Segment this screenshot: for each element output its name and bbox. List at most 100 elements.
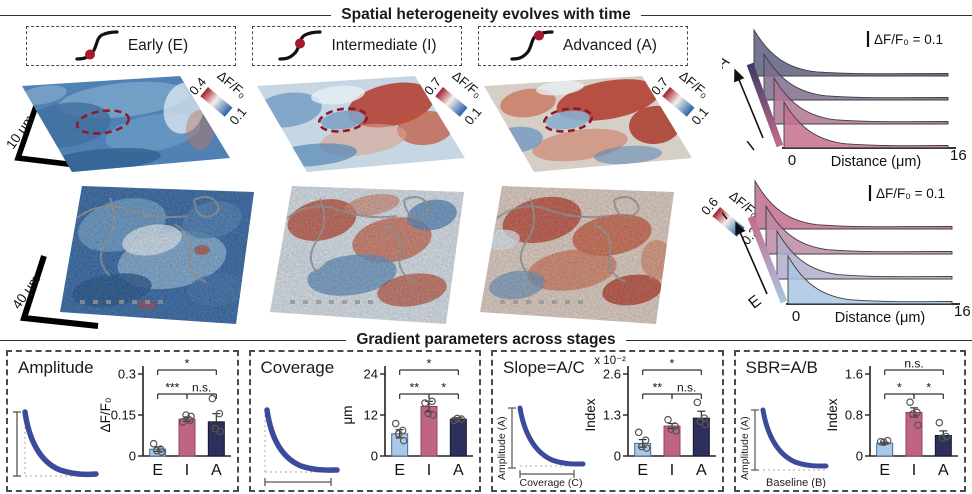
data-point — [453, 414, 462, 423]
stage-box-advanced: Advanced (A) — [478, 26, 688, 66]
data-point — [424, 409, 432, 418]
amplitude-illustration — [13, 409, 99, 478]
svg-text:I: I — [722, 207, 731, 223]
profile-curve — [765, 204, 953, 255]
divider-rule-right — [625, 339, 972, 341]
data-point — [394, 429, 403, 438]
svg-text:2.6: 2.6 — [602, 367, 620, 382]
profile-chart-advanced: A I ΔF/F₀ = 0.1 0 Distance (μm) 16 — [722, 28, 967, 170]
svg-text:E: E — [152, 462, 163, 479]
panel-coverage: Coverage 0 12 24 μm E I A ** * * — [248, 350, 481, 492]
svg-text:0: 0 — [792, 308, 800, 325]
svg-text:Index: Index — [825, 398, 840, 431]
sigmoid-intermediate-icon — [278, 30, 323, 61]
data-point — [152, 446, 160, 455]
stage-dot — [295, 38, 306, 49]
significance-label: * — [926, 381, 931, 395]
significance-label: ** — [410, 381, 420, 395]
surface-intermediate-smooth: 0.70.1ΔF/F₀ — [257, 70, 483, 172]
data-point — [879, 438, 888, 446]
data-point — [701, 420, 709, 429]
svg-text:16: 16 — [954, 303, 971, 320]
data-point — [693, 398, 701, 407]
svg-text:0: 0 — [856, 449, 863, 464]
svg-text:0: 0 — [613, 449, 620, 464]
stage-direction-arrow — [734, 68, 764, 139]
svg-text:ΔF/F₀ = 0.1: ΔF/F₀ = 0.1 — [876, 186, 945, 201]
panel-amplitude: Amplitude 0 0.15 0.3 ΔF/F₀ E I A *** n.s. * — [6, 350, 239, 492]
svg-text:x 10⁻²: x 10⁻² — [594, 355, 626, 367]
data-point — [938, 434, 947, 442]
stage-box-early: Early (E) — [26, 26, 236, 66]
data-point — [399, 436, 408, 445]
data-point — [157, 448, 165, 456]
coverage-illustration — [263, 407, 340, 486]
data-point — [666, 425, 675, 433]
data-point — [914, 421, 922, 430]
svg-text:0.15: 0.15 — [110, 408, 135, 423]
roi-dashed-ellipse — [75, 109, 131, 135]
svg-text:12: 12 — [364, 408, 378, 423]
slope-vlabel: Amplitude (A) — [496, 416, 508, 480]
stage-box-intermediate: Intermediate (I) — [252, 26, 462, 66]
significance-label: * — [441, 381, 446, 395]
bottom-section-header: Gradient parameters across stages — [0, 331, 972, 349]
svg-text:I: I — [744, 138, 758, 154]
svg-text:16: 16 — [950, 147, 967, 164]
svg-text:A: A — [695, 462, 706, 479]
stage-label-early: Early (E) — [127, 37, 189, 54]
profile-curve — [773, 76, 949, 125]
svg-text:A: A — [722, 52, 733, 72]
profile-curve — [776, 229, 953, 280]
data-point — [398, 426, 407, 435]
panel-coverage-title: Coverage — [260, 358, 335, 377]
significance-label: * — [427, 357, 432, 371]
data-point — [942, 432, 951, 441]
data-point — [178, 418, 187, 426]
data-point — [671, 426, 680, 435]
data-point — [186, 412, 195, 421]
sbr-vlabel: Amplitude (A) — [739, 416, 751, 480]
significance-label: ** — [652, 381, 662, 395]
svg-text:ΔF/F₀: ΔF/F₀ — [676, 70, 710, 101]
bar-I — [905, 411, 923, 457]
parameter-panel-row: Amplitude 0 0.15 0.3 ΔF/F₀ E I A *** n.s. * Cover… — [6, 350, 966, 492]
data-point — [663, 415, 672, 424]
panel-sbr-title: SBR=A/B — [745, 358, 818, 377]
data-point — [208, 394, 216, 403]
surface-early-rough — [60, 186, 254, 324]
svg-text:0.1: 0.1 — [226, 104, 248, 127]
sigmoid-early-icon — [75, 30, 119, 61]
stage-legend-row: Early (E) Intermediate (I) Advanced (A) — [26, 26, 688, 66]
bar-A — [449, 418, 467, 457]
data-point — [457, 415, 466, 423]
data-point — [185, 416, 194, 425]
bar-I — [663, 425, 680, 457]
svg-text:1.6: 1.6 — [845, 367, 863, 382]
svg-text:Distance (μm): Distance (μm) — [831, 154, 922, 170]
svg-text:0.3: 0.3 — [117, 367, 135, 382]
svg-text:Distance (μm): Distance (μm) — [835, 310, 926, 326]
panel-amplitude-title: Amplitude — [18, 358, 94, 377]
sigmoid-advanced-icon — [510, 30, 554, 61]
svg-text:E: E — [637, 462, 648, 479]
svg-text:1.3: 1.3 — [602, 408, 620, 423]
svg-text:0: 0 — [128, 449, 135, 464]
significance-label: *** — [165, 381, 179, 395]
svg-text:0.8: 0.8 — [845, 408, 863, 423]
data-point — [909, 410, 917, 418]
data-point — [421, 399, 429, 407]
svg-text:0: 0 — [788, 152, 796, 169]
svg-text:E: E — [394, 462, 405, 479]
data-point — [429, 411, 437, 419]
svg-text:Index: Index — [583, 398, 598, 431]
bottom-section-title: Gradient parameters across stages — [356, 331, 616, 348]
profile-curve — [763, 52, 949, 101]
svg-text:A: A — [938, 462, 949, 479]
significance-label: n.s. — [904, 357, 923, 371]
significance-label: * — [669, 357, 674, 371]
svg-text:I: I — [427, 462, 431, 479]
divider-rule-left — [0, 339, 347, 341]
svg-text:I: I — [912, 462, 916, 479]
